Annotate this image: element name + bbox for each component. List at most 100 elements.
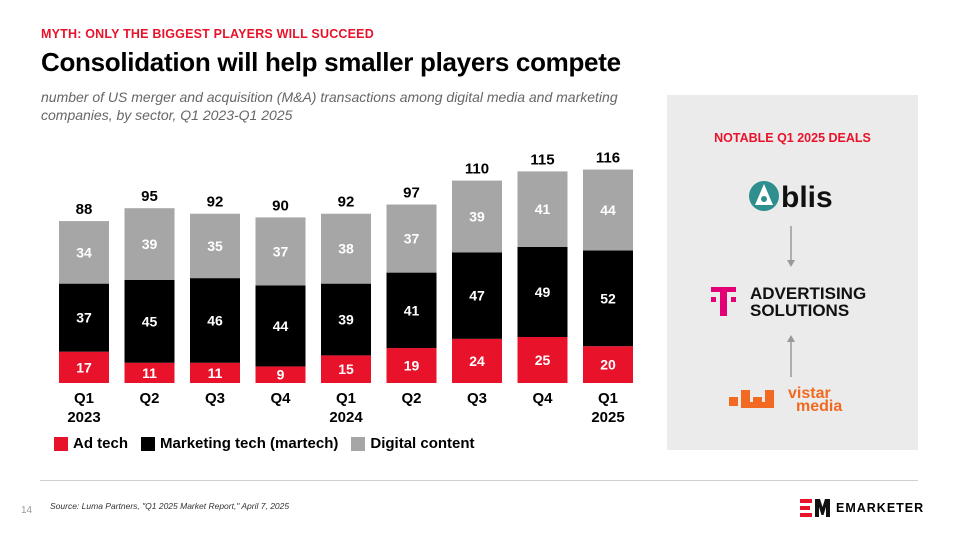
bar-total-label: 95 <box>141 188 158 205</box>
bar-total-label: 116 <box>596 150 620 167</box>
blis-logo-text: blis <box>781 181 833 214</box>
legend-label-ad-tech: Ad tech <box>73 435 129 452</box>
bar-value-label: 45 <box>142 313 158 329</box>
bar-value-label: 37 <box>76 310 92 326</box>
bar-segment <box>452 338 502 383</box>
bar-segment <box>517 246 568 337</box>
x-tick-label: Q2 <box>139 390 159 407</box>
bar-value-label: 11 <box>142 365 157 381</box>
bar-segment <box>124 208 175 280</box>
legend-swatch-ad-tech <box>54 436 68 451</box>
bar-segment <box>386 272 437 349</box>
bar-segment <box>321 355 371 383</box>
chart-legend: Ad tech Marketing tech (martech) Digital… <box>54 435 488 452</box>
bar-total-label: 90 <box>272 197 289 214</box>
x-tick-label: Q4 <box>532 390 553 407</box>
bar-segment <box>190 213 240 279</box>
bar-total-label: 92 <box>338 194 355 211</box>
bar-total-label: 88 <box>76 201 93 218</box>
bar-segment <box>583 250 633 347</box>
bar-value-label: 49 <box>535 284 551 300</box>
x-tick-label: Q3 <box>467 390 487 407</box>
emarketer-logo-icon <box>800 499 830 517</box>
bar-segment <box>255 217 306 286</box>
telekom-t-logo-icon <box>711 287 736 316</box>
x-tick-label: Q2 <box>401 390 421 407</box>
bar-segment <box>124 362 175 383</box>
vistar-media-line2: media <box>796 398 842 415</box>
bar-segment <box>59 351 109 383</box>
vistar-media-logo-icon <box>729 390 774 408</box>
deals-title: NOTABLE Q1 2025 DEALS <box>714 131 871 145</box>
bar-value-label: 35 <box>207 238 223 254</box>
bar-segment <box>190 278 240 363</box>
deals-graphic: blis ADVERTISING SOLUTIONS vistar <box>711 181 866 415</box>
bar-segment <box>321 213 371 284</box>
notable-deals-panel: NOTABLE Q1 2025 DEALS blis ADVERTISING S… <box>667 95 918 450</box>
bar-total-label: 97 <box>403 185 420 202</box>
bar-value-label: 46 <box>207 312 223 328</box>
legend-label-digital-content: Digital content <box>370 435 475 452</box>
arrow-down-icon <box>787 226 795 267</box>
stacked-bar-chart: 17 37 34 88 Q1 2023 11 45 39 95 Q2 11 46 35 92 Q3 9 44 37 9… <box>59 150 633 426</box>
bar-value-label: 15 <box>338 361 354 377</box>
legend-item-ad-tech: Ad tech <box>54 435 128 452</box>
x-tick-label: 2025 <box>591 409 624 426</box>
x-tick-label: Q3 <box>205 390 225 407</box>
x-tick-label: Q4 <box>270 390 291 407</box>
x-tick-label: Q1 <box>336 390 356 407</box>
bar-total-label: 110 <box>465 161 489 178</box>
brand: EMARKETER <box>800 497 924 519</box>
bar-segment <box>59 221 109 284</box>
bar-segment <box>386 348 437 383</box>
bar-value-label: 44 <box>600 202 616 218</box>
page-number: 14 <box>21 505 33 516</box>
bar-value-label: 37 <box>404 231 420 247</box>
bar-value-label: 20 <box>600 357 616 373</box>
bar-value-label: 37 <box>273 243 289 259</box>
bar-segment <box>190 362 240 383</box>
bar-value-label: 11 <box>208 365 223 381</box>
bar-segment <box>386 204 437 273</box>
legend-label-martech: Marketing tech (martech) <box>160 435 339 452</box>
bar-value-label: 47 <box>469 288 485 304</box>
bar-value-label: 41 <box>404 302 420 318</box>
brand-name: EMARKETER <box>836 501 925 515</box>
legend-item-martech: Marketing tech (martech) <box>141 435 338 452</box>
bar-segment <box>255 366 306 383</box>
bar-value-label: 39 <box>338 312 354 328</box>
bar-segment <box>321 283 371 356</box>
bar-value-label: 39 <box>142 236 158 252</box>
source-note: Source: Luma Partners, "Q1 2025 Market R… <box>50 501 290 511</box>
bar-segment <box>583 169 633 251</box>
arrow-up-icon <box>787 335 795 377</box>
bar-value-label: 38 <box>338 241 354 257</box>
legend-swatch-digital-content <box>351 436 366 451</box>
bar-segment <box>255 285 306 367</box>
bar-segment <box>124 279 175 363</box>
bar-segment <box>583 346 633 383</box>
footer-divider <box>40 480 918 481</box>
bar-value-label: 41 <box>535 201 551 217</box>
bar-segment <box>59 283 109 352</box>
legend-swatch-martech <box>141 436 156 451</box>
bar-segment <box>452 252 502 339</box>
x-tick-label: 2023 <box>67 409 100 426</box>
bar-value-label: 24 <box>469 353 485 369</box>
bar-value-label: 17 <box>76 359 92 375</box>
advertising-solutions-line2: SOLUTIONS <box>750 301 849 320</box>
kicker: MYTH: ONLY THE BIGGEST PLAYERS WILL SUCC… <box>41 27 374 41</box>
bar-segment <box>452 180 502 253</box>
chart-subtitle: number of US merger and acquisition (M&A… <box>41 89 618 123</box>
x-tick-label: Q1 <box>74 390 94 407</box>
bar-value-label: 52 <box>600 290 616 306</box>
blis-logo-icon <box>749 181 779 211</box>
x-tick-label: 2024 <box>329 409 363 426</box>
advertising-solutions-line1: ADVERTISING <box>750 284 866 303</box>
page-title: Consolidation will help smaller players … <box>41 47 621 77</box>
bar-segment <box>517 337 568 383</box>
legend-item-digital-content: Digital content <box>351 435 475 452</box>
bar-value-label: 44 <box>273 318 289 334</box>
bar-segment <box>517 171 568 247</box>
bar-value-label: 19 <box>404 358 420 374</box>
